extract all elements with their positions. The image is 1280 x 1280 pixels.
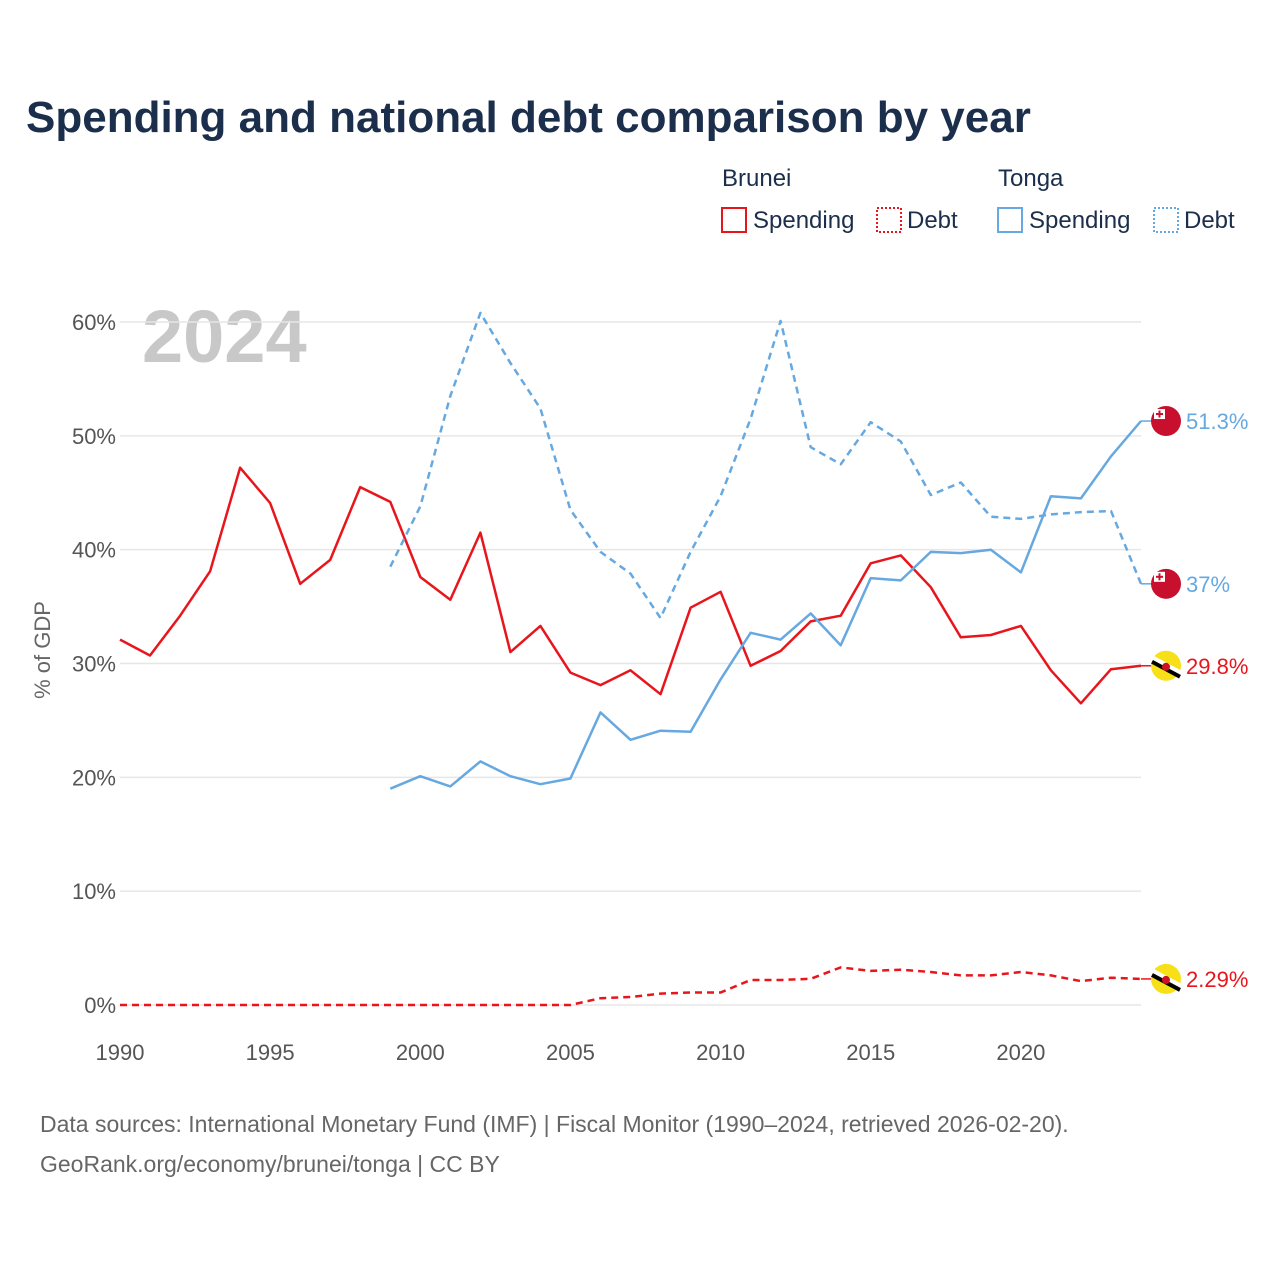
legend-label-tonga-spending: Spending (1029, 207, 1130, 234)
chart-title: Spending and national debt comparison by… (26, 93, 1031, 142)
y-axis: 0% 10% 20% 30% 40% 50% 60% (72, 310, 116, 1018)
legend-group-tonga: Tonga (998, 165, 1064, 192)
x-tick-label: 2010 (696, 1040, 745, 1065)
legend-label-brunei-spending: Spending (753, 207, 854, 234)
series-line-tonga-spending (389, 420, 1142, 790)
y-tick-label: 50% (72, 424, 116, 449)
series-line-tonga-debt (389, 311, 1143, 620)
series-line-brunei-debt (120, 966, 1142, 1007)
legend-group-brunei: Brunei (722, 165, 791, 192)
legend-swatch-brunei-spending (721, 207, 747, 233)
x-tick-label: 2000 (396, 1040, 445, 1065)
legend-swatch-tonga-debt (1153, 207, 1179, 233)
series-lines (119, 311, 1143, 1007)
end-marker-brunei-spending: 29.8% (1141, 650, 1248, 681)
end-marker-tonga-spending: 51.3% (1141, 406, 1248, 437)
legend-swatch-brunei-debt (876, 207, 902, 233)
y-tick-label: 20% (72, 765, 116, 790)
credit-note: GeoRank.org/economy/brunei/tonga | CC BY (40, 1151, 500, 1177)
end-label-tonga-debt: 37% (1186, 572, 1230, 597)
end-marker-tonga-debt: 37% (1141, 568, 1230, 599)
series-line-brunei-spending (119, 466, 1142, 705)
end-label-brunei-debt: 2.29% (1186, 967, 1248, 992)
legend-label-brunei-debt: Debt (907, 207, 958, 234)
x-tick-label: 1995 (246, 1040, 295, 1065)
x-tick-label: 2015 (846, 1040, 895, 1065)
end-label-brunei-spending: 29.8% (1186, 654, 1248, 679)
x-axis: 1990 1995 2000 2005 2010 2015 2020 (96, 1040, 1046, 1065)
y-tick-label: 60% (72, 310, 116, 335)
y-tick-label: 30% (72, 652, 116, 677)
end-labels: 29.8% 2.29% 51.3% 37% (1141, 406, 1248, 994)
legend-label-tonga-debt: Debt (1184, 207, 1235, 234)
grid (120, 321, 1141, 1006)
end-marker-brunei-debt: 2.29% (1141, 963, 1248, 994)
x-tick-label: 2020 (996, 1040, 1045, 1065)
year-watermark: 2024 (142, 295, 307, 378)
y-tick-label: 10% (72, 879, 116, 904)
x-tick-label: 1990 (96, 1040, 145, 1065)
x-tick-label: 2005 (546, 1040, 595, 1065)
source-note: Data sources: International Monetary Fun… (40, 1111, 1069, 1137)
end-label-tonga-spending: 51.3% (1186, 409, 1248, 434)
legend-swatch-tonga-spending (997, 207, 1023, 233)
y-tick-label: 40% (72, 538, 116, 563)
y-axis-label: % of GDP (30, 601, 55, 699)
y-tick-label: 0% (84, 993, 116, 1018)
legend: Brunei Spending Debt Tonga Spending Debt (721, 165, 1235, 234)
